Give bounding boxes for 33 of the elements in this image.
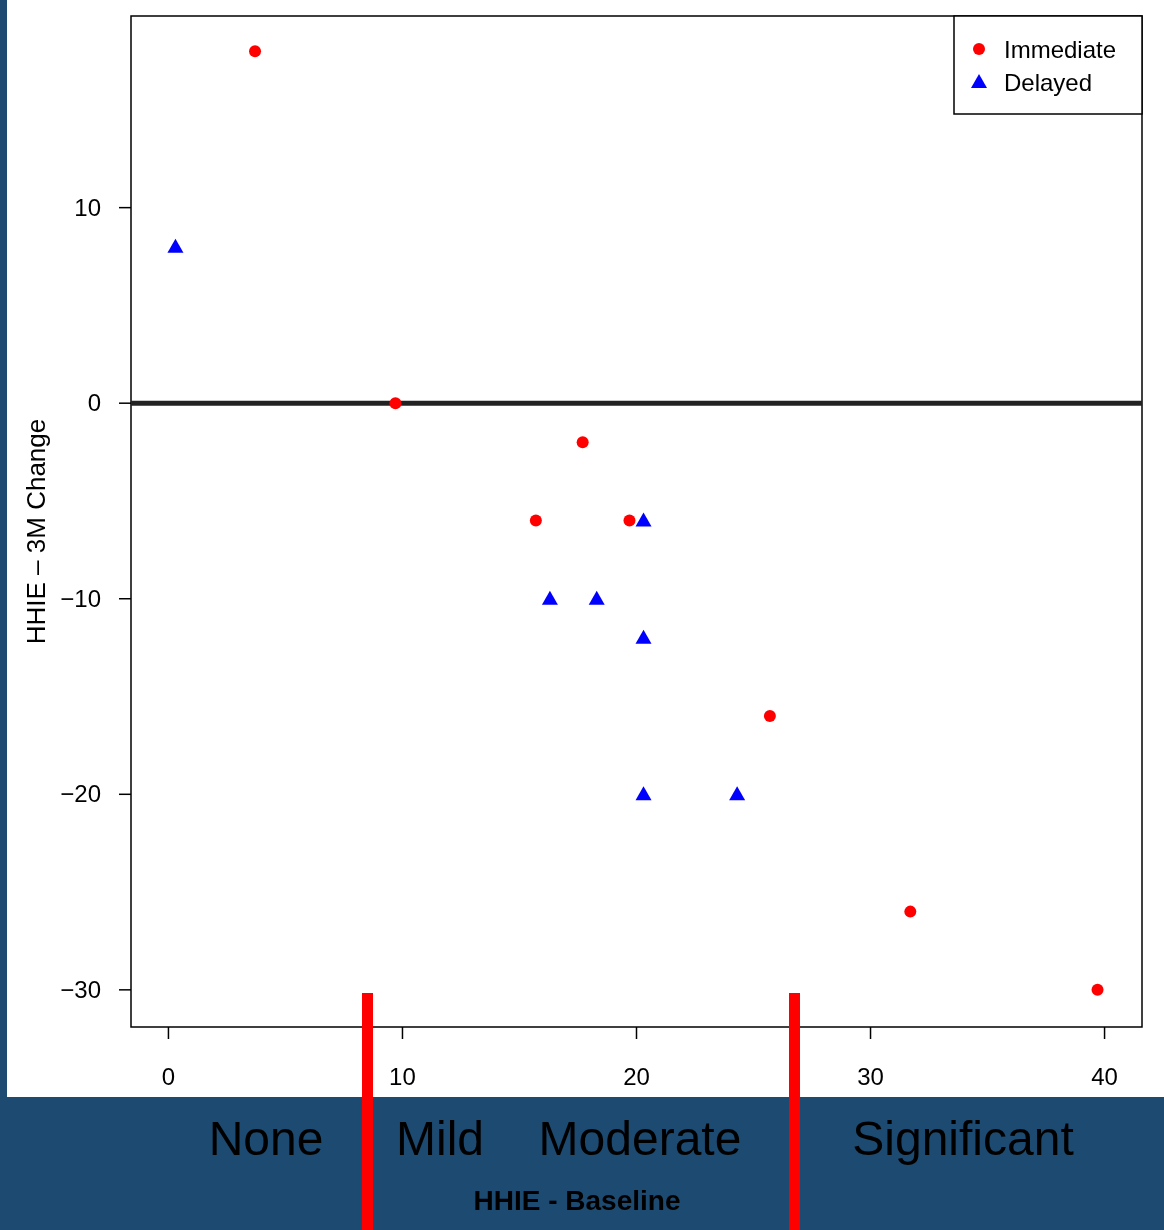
text: Mild	[395, 1112, 485, 1165]
point	[576, 436, 589, 449]
point	[904, 905, 917, 918]
point	[635, 512, 652, 527]
x-tick-label: 0	[161, 1063, 176, 1090]
y-tick-label: −20	[60, 780, 101, 808]
point	[635, 629, 652, 644]
legend-label: Immediate	[1004, 36, 1117, 63]
x-tick-label: 20	[623, 1063, 650, 1090]
text: Significant	[852, 1112, 1074, 1165]
y-tick-label: −10	[60, 584, 101, 612]
y-axis-title: HHIE – 3M Change	[21, 418, 51, 645]
y-tick-label: 0	[87, 389, 101, 417]
y-tick-label: −30	[60, 975, 101, 1003]
x-axis-title: HHIE - Baseline	[473, 1185, 681, 1216]
text: None	[208, 1112, 324, 1165]
point	[249, 45, 262, 58]
point	[623, 514, 636, 527]
point	[529, 514, 542, 527]
text: Moderate	[538, 1112, 742, 1165]
legend-label: Delayed	[1004, 69, 1093, 96]
point	[1091, 983, 1104, 996]
point	[588, 590, 605, 605]
point	[541, 590, 558, 605]
x-tick-label: 40	[1091, 1063, 1118, 1090]
point	[389, 397, 402, 410]
x-tick-label: 10	[389, 1063, 416, 1090]
point	[635, 786, 652, 801]
x-tick-label: 30	[857, 1063, 884, 1090]
point	[167, 238, 184, 253]
point	[729, 786, 746, 801]
y-tick-label: 10	[74, 193, 101, 221]
point	[763, 710, 776, 723]
